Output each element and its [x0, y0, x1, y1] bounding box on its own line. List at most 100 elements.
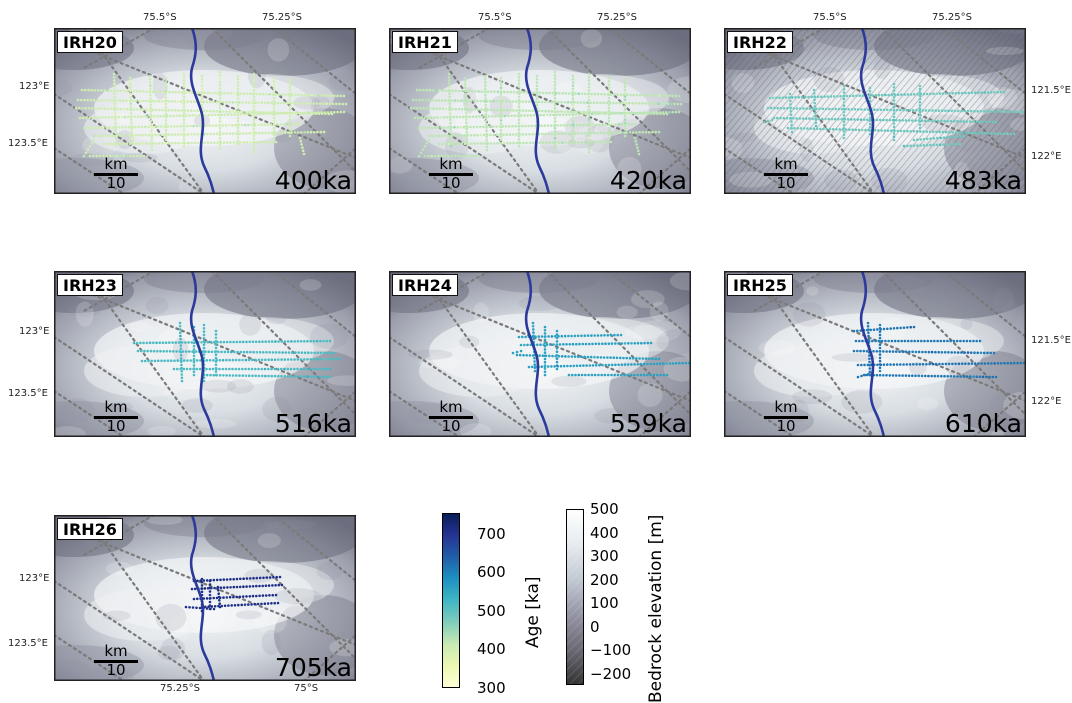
- radar-point: [151, 90, 155, 93]
- radar-point: [585, 123, 588, 127]
- radar-point: [141, 133, 144, 137]
- radar-point: [511, 351, 515, 355]
- radar-point: [303, 131, 306, 134]
- terrain-patch: [649, 301, 669, 322]
- radar-point: [668, 94, 671, 98]
- radar-point: [180, 109, 183, 112]
- radar-point: [555, 329, 559, 333]
- radar-point: [859, 329, 862, 332]
- radar-point: [302, 102, 306, 105]
- radar-point: [236, 74, 240, 78]
- radar-point: [412, 106, 416, 110]
- radar-point: [661, 111, 665, 114]
- radar-point: [147, 125, 150, 129]
- terrain-patch: [754, 345, 874, 397]
- radar-point: [215, 110, 219, 113]
- radar-point: [202, 336, 206, 340]
- radar-point: [460, 142, 463, 145]
- lon-label-right: 121.5°E: [1031, 335, 1071, 346]
- radar-point: [553, 97, 557, 100]
- radar-point: [263, 123, 266, 126]
- radar-point: [555, 350, 559, 353]
- radar-point: [596, 131, 599, 135]
- radar-point: [229, 586, 232, 589]
- radar-point: [252, 128, 256, 131]
- radar-point: [604, 342, 607, 345]
- radar-point: [164, 135, 168, 138]
- radar-point: [278, 93, 281, 96]
- radar-point: [835, 128, 838, 131]
- radar-point: [459, 125, 463, 129]
- radar-point: [255, 92, 258, 96]
- radar-point: [154, 99, 157, 103]
- radar-point: [329, 94, 333, 97]
- radar-point: [662, 373, 665, 377]
- radar-point: [813, 101, 816, 105]
- radar-point: [986, 132, 990, 135]
- radar-point: [614, 342, 617, 345]
- radar-point: [528, 141, 532, 145]
- radar-point: [962, 120, 966, 123]
- radar-point: [553, 335, 557, 338]
- lat-label-top: 75.5°S: [478, 12, 512, 23]
- radar-point: [113, 112, 117, 115]
- radar-point: [142, 154, 146, 158]
- radar-point: [918, 87, 922, 91]
- radar-point: [543, 325, 547, 329]
- radar-point: [532, 331, 535, 334]
- radar-point: [609, 140, 613, 144]
- radar-point: [272, 126, 276, 130]
- radar-point: [943, 351, 947, 354]
- radar-point: [444, 89, 448, 92]
- radar-point: [242, 141, 245, 144]
- radar-point: [150, 359, 153, 363]
- radar-point: [94, 116, 98, 119]
- radar-point: [313, 111, 317, 114]
- radar-point: [587, 373, 590, 377]
- radar-point: [283, 131, 287, 134]
- radar-point: [242, 92, 245, 95]
- radar-point: [102, 126, 105, 129]
- scale-unit: km: [104, 155, 128, 173]
- age-label: 705ka: [274, 653, 352, 682]
- radar-point: [130, 121, 133, 125]
- radar-point: [290, 93, 294, 97]
- lon-label-left: 123°E: [19, 573, 50, 584]
- radar-point: [547, 109, 550, 113]
- radar-point: [908, 350, 911, 354]
- radar-point: [332, 351, 336, 355]
- radar-point: [248, 595, 252, 598]
- radar-point: [880, 129, 883, 132]
- radar-point: [460, 107, 464, 111]
- radar-point: [239, 113, 243, 116]
- radar-point: [586, 355, 590, 359]
- radar-point: [239, 141, 242, 144]
- radar-point: [842, 104, 846, 107]
- radar-point: [798, 117, 801, 120]
- terrain-patch: [637, 382, 663, 408]
- radar-point: [448, 89, 451, 92]
- radar-point: [252, 82, 256, 86]
- radar-point: [271, 584, 274, 587]
- radar-point: [297, 111, 301, 115]
- radar-point: [150, 148, 154, 152]
- radar-point: [651, 357, 654, 361]
- radar-point: [325, 339, 329, 343]
- radar-point: [414, 98, 418, 102]
- radar-point: [200, 84, 204, 88]
- radar-point: [485, 123, 488, 126]
- radar-point: [775, 96, 778, 100]
- radar-point: [1003, 132, 1006, 135]
- radar-point: [140, 359, 144, 363]
- radar-point: [284, 351, 288, 354]
- radar-point: [252, 105, 256, 108]
- radar-point: [328, 339, 332, 343]
- radar-point: [272, 110, 276, 113]
- radar-point: [842, 127, 846, 130]
- radar-point: [236, 126, 240, 130]
- radar-point: [901, 374, 904, 377]
- radar-point: [878, 336, 882, 340]
- radar-point: [599, 356, 603, 359]
- radar-point: [940, 374, 943, 378]
- radar-point: [508, 125, 511, 128]
